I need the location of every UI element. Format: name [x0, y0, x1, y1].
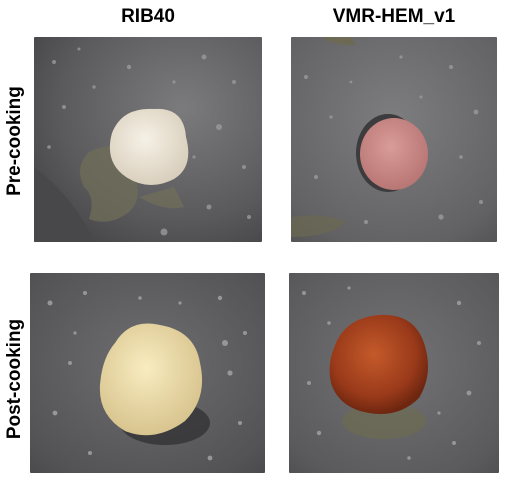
column-label-vmr-hem: VMR-HEM_v1 [332, 6, 456, 27]
photo-rib40-post-cooking [30, 273, 265, 473]
row-label-pre-cooking: Pre-cooking [4, 86, 25, 196]
photo-vmr-hem-pre-cooking [291, 37, 497, 242]
row-label-post-cooking: Post-cooking [4, 318, 25, 440]
photo-vmr-hem-post-cooking [289, 273, 499, 473]
column-label-rib40: RIB40 [121, 6, 175, 27]
photo-rib40-pre-cooking [34, 37, 262, 242]
